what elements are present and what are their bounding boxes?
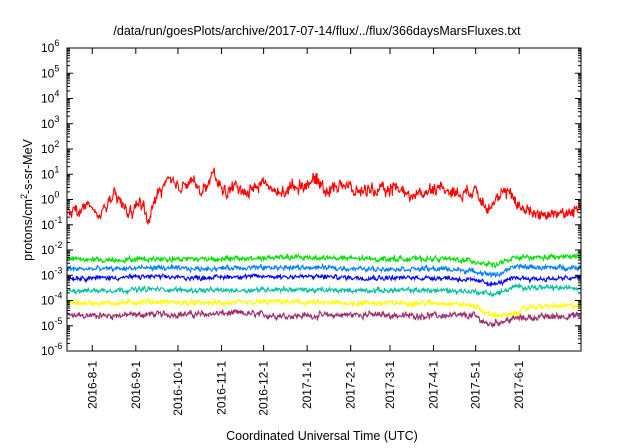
series-layer (66, 167, 582, 328)
x-tick-label: 2016-9-1 (129, 361, 143, 409)
x-tick-label: 2016-12-1 (257, 361, 271, 416)
y-tick-label: 101 (41, 164, 59, 181)
y-tick-base: 10 (41, 117, 55, 131)
y-tick-base: 10 (41, 193, 55, 207)
series-line-2 (66, 297, 582, 319)
x-tick-label: 2017-2-1 (344, 361, 358, 409)
y-tick-base: 10 (41, 218, 55, 232)
y-tick-base: 10 (41, 66, 55, 80)
y-tick-base: 10 (41, 142, 55, 156)
y-tick-base: 10 (41, 167, 55, 181)
chart-title: /data/run/goesPlots/archive/2017-07-14/f… (113, 24, 521, 38)
y-tick-exponent: 1 (54, 164, 59, 174)
series-line-4 (66, 271, 582, 288)
x-tick-label: 2016-8-1 (85, 361, 99, 409)
x-tick-label: 2017-4-1 (427, 361, 441, 409)
y-tick-base: 10 (41, 294, 55, 308)
x-tick-label: 2017-5-1 (469, 361, 483, 409)
x-tick-label: 2017-3-1 (383, 361, 397, 409)
y-tick-exponent: 0 (54, 190, 59, 200)
y-tick-exponent: -5 (54, 316, 62, 326)
y-tick-label: 10-1 (41, 215, 62, 232)
y-tick-exponent: -3 (54, 265, 62, 275)
y-tick-label: 10-6 (41, 341, 62, 358)
y-tick-label: 10-4 (41, 291, 62, 308)
y-tick-base: 10 (41, 344, 55, 358)
y-tick-base: 10 (41, 243, 55, 257)
y-tick-exponent: 5 (54, 63, 59, 73)
y-tick-label: 10-2 (41, 240, 62, 257)
y-tick-label: 103 (41, 114, 59, 131)
y-tick-exponent: 3 (54, 114, 59, 124)
x-tick-label: 2016-11-1 (215, 361, 229, 415)
x-tick-label: 2016-10-1 (171, 361, 185, 416)
y-tick-base: 10 (41, 319, 55, 333)
y-tick-label: 100 (41, 190, 59, 207)
series-line-1 (66, 309, 582, 328)
x-axis-label: Coordinated Universal Time (UTC) (226, 429, 418, 443)
y-axis: 10-610-510-410-310-210-11001011021031041… (41, 38, 581, 358)
series-line-6 (66, 268, 582, 284)
y-tick-base: 10 (41, 41, 55, 55)
y-tick-label: 105 (41, 63, 59, 80)
y-tick-exponent: 2 (54, 139, 59, 149)
y-axis-label: protons/cm2-s-sr-MeV (19, 138, 35, 260)
series-line-5 (66, 263, 582, 279)
y-tick-label: 104 (41, 89, 59, 106)
y-tick-label: 10-5 (41, 316, 62, 333)
y-axis-label-main: protons/cm (21, 199, 35, 261)
y-tick-exponent: -6 (54, 341, 62, 351)
y-tick-exponent: -2 (54, 240, 62, 250)
y-tick-label: 10-3 (41, 265, 62, 282)
y-tick-label: 106 (41, 38, 59, 55)
y-tick-exponent: 6 (54, 38, 59, 48)
x-axis: 2016-8-1 2016-9-1 2016-10-1 2016-11-1 2016-1… (85, 48, 526, 416)
y-tick-exponent: 4 (54, 89, 59, 99)
series-line-3 (66, 282, 582, 298)
y-tick-base: 10 (41, 268, 55, 282)
y-tick-label: 102 (41, 139, 59, 156)
series-line-7 (66, 252, 582, 270)
series-line-8 (66, 167, 582, 225)
y-tick-exponent: -4 (54, 291, 62, 301)
y-axis-label-rest: -s-sr-MeV (21, 138, 35, 194)
x-tick-label: 2017-6-1 (512, 361, 526, 409)
x-tick-label: 2017-1-1 (300, 361, 314, 409)
y-tick-exponent: -1 (54, 215, 62, 225)
y-axis-label-superscript: 2 (19, 194, 29, 199)
y-tick-base: 10 (41, 92, 55, 106)
